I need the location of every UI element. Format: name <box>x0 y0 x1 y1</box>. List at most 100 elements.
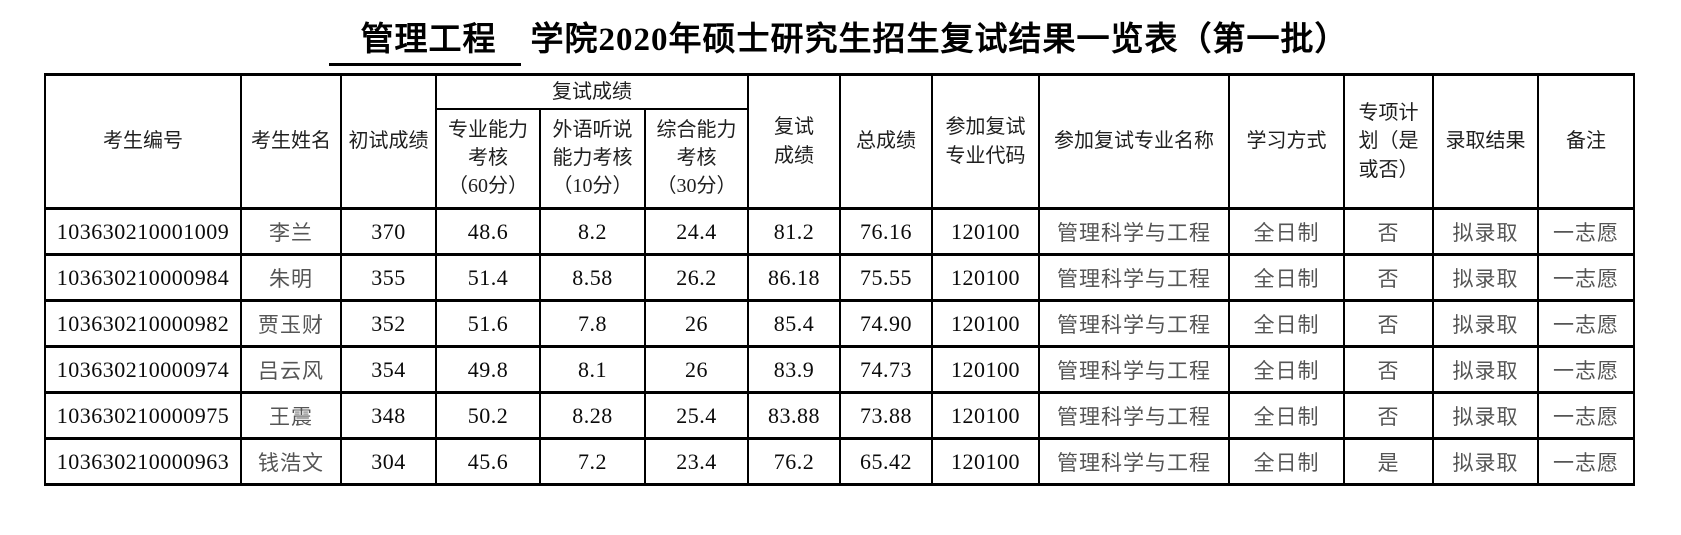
cell-major-code: 120100 <box>931 207 1041 256</box>
cell-major-code: 120100 <box>931 253 1041 302</box>
cell-professional: 50.2 <box>435 391 541 440</box>
cell-initial-score: 348 <box>340 391 437 440</box>
cell-initial-score: 354 <box>340 345 437 394</box>
cell-retest-score: 83.9 <box>747 345 842 394</box>
cell-exam-id: 103630210000982 <box>44 299 242 348</box>
cell-total-score: 75.55 <box>839 253 934 302</box>
cell-initial-score: 370 <box>340 207 437 256</box>
cell-retest-score: 86.18 <box>747 253 842 302</box>
cell-name: 贾玉财 <box>240 299 342 348</box>
cell-foreign-listening: 8.58 <box>539 253 646 302</box>
table-row: 103630210001009 李兰 370 48.6 8.2 24.4 81.… <box>44 207 1636 256</box>
cell-comprehensive: 24.4 <box>643 207 750 256</box>
cell-study-mode: 全日制 <box>1228 299 1346 348</box>
table-row: 103630210000963 钱浩文 304 45.6 7.2 23.4 76… <box>44 437 1636 486</box>
cell-special-plan: 否 <box>1343 299 1435 348</box>
cell-total-score: 74.90 <box>839 299 934 348</box>
header-retest-group: 复试成绩 <box>434 73 750 110</box>
cell-total-score: 74.73 <box>839 345 934 394</box>
header-study-mode: 学习方式 <box>1228 73 1346 210</box>
cell-study-mode: 全日制 <box>1228 345 1346 394</box>
cell-exam-id: 103630210000975 <box>44 391 242 440</box>
cell-professional: 48.6 <box>435 207 541 256</box>
header-initial-score: 初试成绩 <box>340 73 437 210</box>
cell-major-name: 管理科学与工程 <box>1038 437 1231 486</box>
cell-admission-result: 拟录取 <box>1432 345 1540 394</box>
cell-special-plan: 否 <box>1343 391 1435 440</box>
header-admission-result: 录取结果 <box>1432 73 1540 210</box>
cell-initial-score: 304 <box>340 437 437 486</box>
cell-foreign-listening: 7.2 <box>539 437 646 486</box>
page-title: 管理工程 学院2020年硕士研究生招生复试结果一览表（第一批） <box>44 12 1633 66</box>
cell-remark: 一志愿 <box>1537 253 1636 302</box>
cell-admission-result: 拟录取 <box>1432 207 1540 256</box>
cell-remark: 一志愿 <box>1537 345 1636 394</box>
header-total-score: 总成绩 <box>839 73 934 210</box>
header-major-code: 参加复试 专业代码 <box>931 73 1041 210</box>
title-rest: 学院2020年硕士研究生招生复试结果一览表（第一批） <box>530 22 1349 58</box>
cell-total-score: 76.16 <box>839 207 934 256</box>
header-major-name: 参加复试专业名称 <box>1038 73 1231 210</box>
header-exam-id: 考生编号 <box>44 73 242 210</box>
cell-comprehensive: 26.2 <box>643 253 750 302</box>
cell-major-name: 管理科学与工程 <box>1038 253 1231 302</box>
cell-retest-score: 83.88 <box>747 391 842 440</box>
retest-results-table: 考生编号 考生姓名 初试成绩 复试成绩 复试 成绩 总成绩 参加复试 专业代码 … <box>44 73 1636 486</box>
cell-professional: 51.6 <box>435 299 541 348</box>
cell-admission-result: 拟录取 <box>1432 253 1540 302</box>
cell-comprehensive: 26 <box>643 299 750 348</box>
header-retest-score: 复试 成绩 <box>747 73 842 210</box>
cell-retest-score: 85.4 <box>747 299 842 348</box>
cell-study-mode: 全日制 <box>1228 391 1346 440</box>
cell-comprehensive: 23.4 <box>643 437 750 486</box>
cell-foreign-listening: 7.8 <box>539 299 646 348</box>
cell-comprehensive: 26 <box>643 345 750 394</box>
cell-major-name: 管理科学与工程 <box>1038 207 1231 256</box>
title-school-name-underlined: 管理工程 <box>328 12 521 66</box>
table-row: 103630210000975 王震 348 50.2 8.28 25.4 83… <box>44 391 1636 440</box>
cell-foreign-listening: 8.1 <box>539 345 646 394</box>
cell-foreign-listening: 8.28 <box>539 391 646 440</box>
cell-special-plan: 否 <box>1343 345 1435 394</box>
table-row: 103630210000984 朱明 355 51.4 8.58 26.2 86… <box>44 253 1636 302</box>
cell-remark: 一志愿 <box>1537 299 1636 348</box>
cell-name: 李兰 <box>240 207 342 256</box>
cell-exam-id: 103630210000984 <box>44 253 242 302</box>
cell-study-mode: 全日制 <box>1228 207 1346 256</box>
cell-remark: 一志愿 <box>1537 391 1636 440</box>
cell-foreign-listening: 8.2 <box>539 207 646 256</box>
header-professional: 专业能力 考核 （60分） <box>435 107 541 210</box>
header-name: 考生姓名 <box>240 73 342 210</box>
cell-initial-score: 355 <box>340 253 437 302</box>
cell-exam-id: 103630210000974 <box>44 345 242 394</box>
header-remark: 备注 <box>1537 73 1636 210</box>
cell-admission-result: 拟录取 <box>1432 391 1540 440</box>
cell-professional: 49.8 <box>435 345 541 394</box>
header-comprehensive: 综合能力 考核 （30分） <box>643 107 750 210</box>
header-foreign-listening: 外语听说 能力考核 （10分） <box>539 107 646 210</box>
cell-major-code: 120100 <box>931 345 1041 394</box>
cell-total-score: 73.88 <box>839 391 934 440</box>
cell-professional: 45.6 <box>435 437 541 486</box>
cell-comprehensive: 25.4 <box>643 391 750 440</box>
cell-major-name: 管理科学与工程 <box>1038 299 1231 348</box>
cell-remark: 一志愿 <box>1537 207 1636 256</box>
cell-major-code: 120100 <box>931 299 1041 348</box>
cell-professional: 51.4 <box>435 253 541 302</box>
cell-exam-id: 103630210000963 <box>44 437 242 486</box>
cell-name: 王震 <box>240 391 342 440</box>
cell-retest-score: 76.2 <box>747 437 842 486</box>
cell-major-code: 120100 <box>931 437 1041 486</box>
cell-name: 钱浩文 <box>240 437 342 486</box>
cell-major-name: 管理科学与工程 <box>1038 391 1231 440</box>
table-row: 103630210000982 贾玉财 352 51.6 7.8 26 85.4… <box>44 299 1636 348</box>
table-row: 103630210000974 吕云风 354 49.8 8.1 26 83.9… <box>44 345 1636 394</box>
cell-name: 吕云风 <box>240 345 342 394</box>
cell-total-score: 65.42 <box>839 437 934 486</box>
cell-special-plan: 否 <box>1343 207 1435 256</box>
cell-name: 朱明 <box>240 253 342 302</box>
cell-major-name: 管理科学与工程 <box>1038 345 1231 394</box>
header-special-plan: 专项计 划（是 或否） <box>1343 73 1435 210</box>
cell-remark: 一志愿 <box>1537 437 1636 486</box>
